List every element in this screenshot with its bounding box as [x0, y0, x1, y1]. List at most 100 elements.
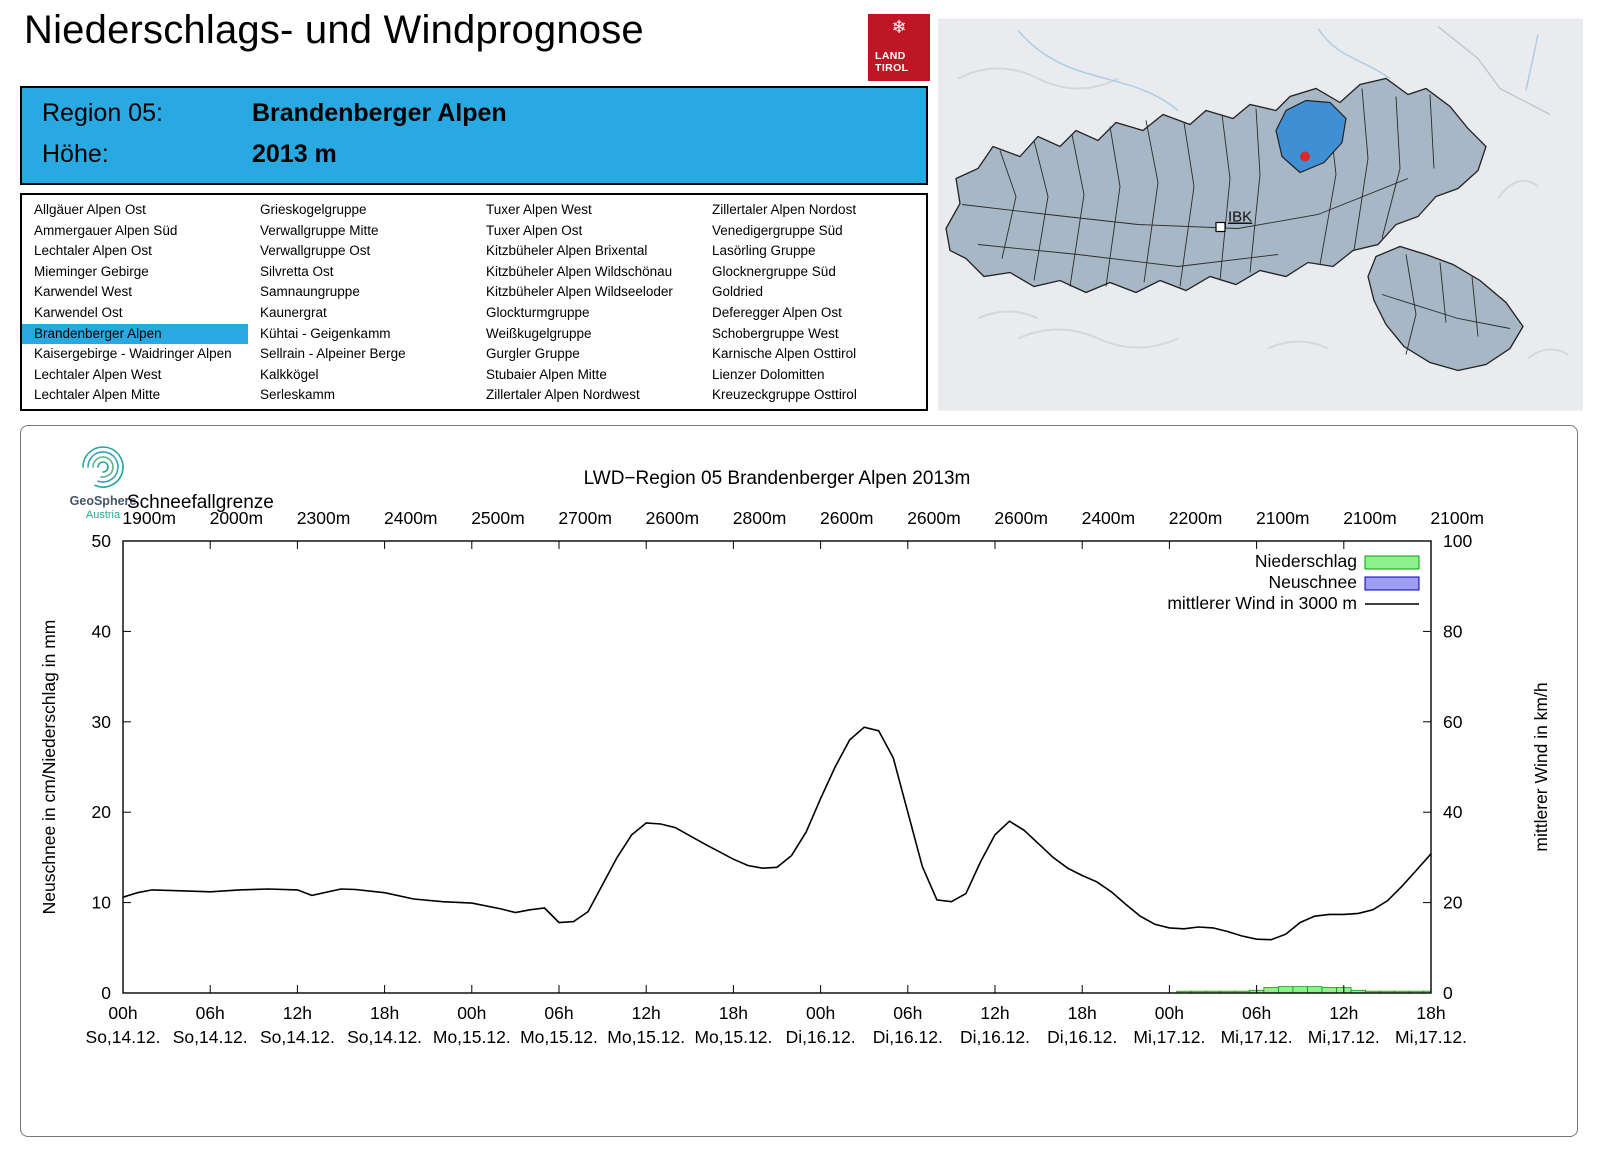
- legend-swatch: [1364, 576, 1420, 591]
- x-tick-day-label: Mo,15.12.: [607, 1027, 685, 1047]
- forecast-chart-panel: GeoSphere Austria 00h So,14.12. 1900m 06h So…: [20, 425, 1578, 1137]
- x-tick-hour-label: 00h: [457, 1003, 486, 1023]
- legend-label: Neuschnee: [1268, 572, 1357, 592]
- x-tick-hour-label: 18h: [719, 1003, 748, 1023]
- x-tick-hour-label: 06h: [196, 1003, 225, 1023]
- legend-label: Niederschlag: [1255, 551, 1357, 571]
- y-tick-left-label: 30: [92, 712, 112, 732]
- region-list-item[interactable]: Sellrain - Alpeiner Berge: [260, 346, 406, 362]
- region-list-item[interactable]: Lienzer Dolomitten: [712, 366, 825, 382]
- x-tick-day-label: Di,16.12.: [1047, 1027, 1117, 1047]
- x-tick-day-label: Mi,17.12.: [1221, 1027, 1293, 1047]
- region-list-item[interactable]: Kreuzeckgruppe Osttirol: [712, 387, 857, 403]
- x-tick-hour-label: 00h: [806, 1003, 835, 1023]
- region-name: Brandenberger Alpen: [252, 99, 507, 127]
- region-list-item[interactable]: Verwallgruppe Mitte: [260, 222, 379, 238]
- region-list-item[interactable]: Verwallgruppe Ost: [260, 243, 371, 259]
- geosphere-sub: Austria: [85, 508, 121, 521]
- region-list-item[interactable]: Kitzbüheler Alpen Wildseeloder: [486, 284, 673, 300]
- x-tick-day-label: Mi,17.12.: [1133, 1027, 1205, 1047]
- region-list-item[interactable]: Gurgler Gruppe: [486, 346, 580, 362]
- x-tick-hour-label: 12h: [632, 1003, 661, 1023]
- snowline-value: 1900m: [122, 508, 176, 528]
- map-north-tirol[interactable]: [945, 77, 1487, 294]
- region-list-item[interactable]: Samnaungruppe: [260, 284, 360, 300]
- region-list-item[interactable]: Silvretta Ost: [260, 263, 334, 279]
- region-list-item[interactable]: Lechtaler Alpen Ost: [34, 243, 152, 259]
- snowline-value: 2000m: [210, 508, 264, 528]
- map-outer-borders: [1437, 26, 1551, 116]
- region-list-item[interactable]: Lasörling Gruppe: [712, 243, 816, 259]
- snowline-value: 2100m: [1430, 508, 1484, 528]
- snowflake-icon: ❄: [891, 17, 907, 38]
- tirol-map-panel[interactable]: IBK: [938, 18, 1583, 411]
- region-info-box: Region 05: Brandenberger Alpen Höhe: 2013 …: [20, 86, 928, 185]
- region-list-column: Zillertaler Alpen Nordost Venedigergruppe…: [700, 200, 926, 404]
- region-list-item[interactable]: Weißkugelgruppe: [486, 325, 592, 341]
- x-tick-hour-label: 12h: [283, 1003, 312, 1023]
- altitude-value: 2013 m: [252, 140, 337, 168]
- region-list-item[interactable]: Serleskamm: [260, 387, 336, 403]
- region-list-item[interactable]: Grieskogelgruppe: [260, 202, 367, 217]
- chart-title: LWD−Region 05 Brandenberger Alpen 2013m: [584, 468, 971, 489]
- region-list-column: Tuxer Alpen West Tuxer Alpen Ost Kitzbühel…: [474, 200, 700, 404]
- x-tick-day-label: Mi,17.12.: [1308, 1027, 1380, 1047]
- region-list-item[interactable]: Karnische Alpen Osttirol: [712, 346, 857, 362]
- region-list-item[interactable]: Lechtaler Alpen Mitte: [34, 387, 161, 403]
- region-list-item[interactable]: Glockturmgruppe: [486, 304, 590, 320]
- y-tick-left-label: 0: [101, 983, 111, 1003]
- y-tick-right-label: 100: [1443, 531, 1472, 551]
- region-list-item[interactable]: Karwendel Ost: [34, 304, 123, 320]
- region-list-item[interactable]: Deferegger Alpen Ost: [712, 304, 842, 320]
- map-region-highlight[interactable]: [1275, 99, 1347, 174]
- region-list-item[interactable]: Zillertaler Alpen Nordost: [712, 202, 857, 217]
- x-tick-hour-label: 00h: [108, 1003, 137, 1023]
- region-list-item[interactable]: Zillertaler Alpen Nordwest: [486, 387, 640, 403]
- y-tick-right-label: 40: [1443, 802, 1463, 822]
- region-list-item[interactable]: Kaunergrat: [260, 304, 327, 320]
- snowline-value: 2800m: [733, 508, 787, 528]
- x-tick-day-label: So,14.12.: [347, 1027, 422, 1047]
- page-title: Niederschlags- und Windprognose: [24, 8, 644, 52]
- geosphere-swirl-icon: [82, 446, 124, 488]
- region-list-item[interactable]: Kitzbüheler Alpen Brixental: [486, 243, 648, 259]
- snowline-value: 2400m: [1082, 508, 1136, 528]
- region-list-item[interactable]: Lechtaler Alpen West: [34, 366, 162, 382]
- land-tirol-logo: ❄ LAND TIROL: [868, 14, 930, 81]
- region-list-item[interactable]: Mieminger Gebirge: [34, 263, 149, 279]
- region-list-item[interactable]: Stubaier Alpen Mitte: [486, 366, 607, 382]
- altitude-label: Höhe:: [42, 140, 109, 168]
- region-list-item[interactable]: Allgäuer Alpen Ost: [34, 202, 146, 217]
- tirol-map-svg[interactable]: IBK: [938, 18, 1583, 411]
- x-tick-hour-label: 12h: [1329, 1003, 1358, 1023]
- region-list-item[interactable]: Goldried: [712, 284, 764, 300]
- x-tick-day-label: Di,16.12.: [873, 1027, 943, 1047]
- y-tick-right-label: 20: [1443, 893, 1463, 913]
- region-list-item[interactable]: Kühtai - Geigenkamm: [260, 325, 391, 341]
- map-east-tirol[interactable]: [1367, 245, 1524, 372]
- y-tick-right-label: 80: [1443, 621, 1463, 641]
- region-list-item[interactable]: Karwendel West: [34, 284, 133, 300]
- region-list-item[interactable]: Schobergruppe West: [712, 325, 839, 341]
- region-label: Region 05:: [42, 99, 163, 127]
- region-list-item[interactable]: Ammergauer Alpen Süd: [34, 222, 178, 238]
- region-list-item[interactable]: Glocknergruppe Süd: [712, 263, 836, 279]
- x-tick-day-label: Mi,17.12.: [1395, 1027, 1467, 1047]
- region-list-item[interactable]: Brandenberger Alpen: [22, 323, 248, 345]
- x-tick-day-label: So,14.12.: [86, 1027, 161, 1047]
- legend-label: mittlerer Wind in 3000 m: [1167, 593, 1357, 613]
- x-tick-hour-label: 00h: [1155, 1003, 1184, 1023]
- region-list-item[interactable]: Tuxer Alpen Ost: [486, 222, 583, 238]
- x-tick-hour-label: 18h: [1416, 1003, 1445, 1023]
- region-list-column: Allgäuer Alpen Ost Ammergauer Alpen Süd Le…: [22, 200, 248, 404]
- region-list-item[interactable]: Kaisergebirge - Waidringer Alpen: [34, 346, 232, 362]
- y-tick-right-label: 60: [1443, 712, 1463, 732]
- snowline-value: 2500m: [471, 508, 525, 528]
- region-list-column: Grieskogelgruppe Verwallgruppe Mitte Verwa…: [248, 200, 474, 404]
- region-list-item[interactable]: Venedigergruppe Süd: [712, 222, 843, 238]
- x-tick-day-label: Di,16.12.: [960, 1027, 1030, 1047]
- region-list-item[interactable]: Kitzbüheler Alpen Wildschönau: [486, 263, 673, 279]
- region-list-item[interactable]: Tuxer Alpen West: [486, 202, 592, 217]
- y-tick-left-label: 10: [92, 893, 112, 913]
- region-list-item[interactable]: Kalkkögel: [260, 366, 319, 382]
